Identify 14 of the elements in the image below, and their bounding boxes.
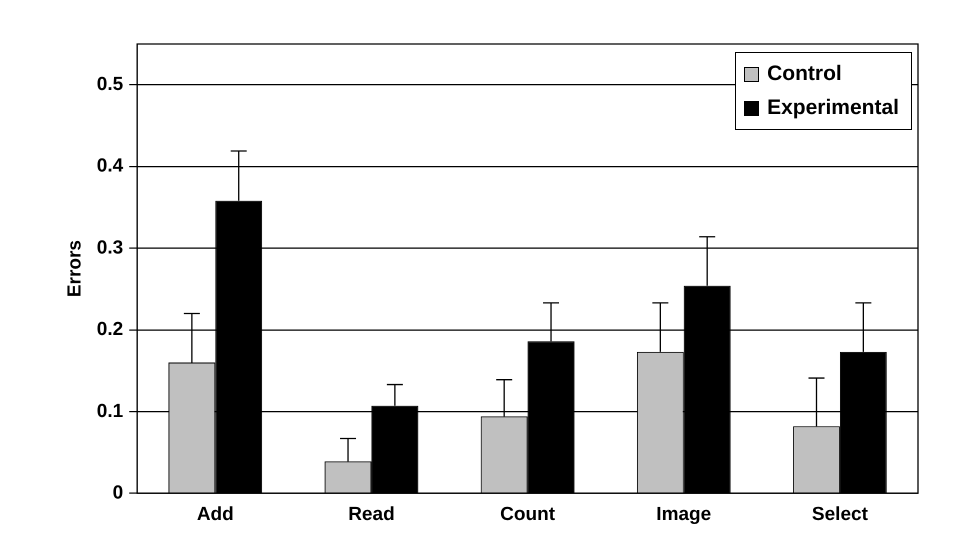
x-tick-label: Image [656, 504, 712, 525]
x-tick-label: Read [348, 504, 395, 525]
y-tick-label: 0.5 [96, 74, 124, 96]
y-tick-label: 0.2 [96, 319, 124, 340]
y-tick-label: 0.3 [96, 237, 124, 258]
y-axis-title: Errors [64, 240, 86, 298]
x-tick-label: Add [196, 504, 234, 525]
y-tick-label: 0.4 [96, 156, 124, 177]
x-tick-label: Select [812, 504, 869, 525]
x-tick-label: Count [500, 504, 556, 525]
y-tick-label: 0 [112, 482, 124, 504]
y-tick-label: 0.1 [96, 400, 124, 422]
legend-label: Experimental [767, 96, 899, 120]
legend-label: Control [767, 62, 842, 86]
